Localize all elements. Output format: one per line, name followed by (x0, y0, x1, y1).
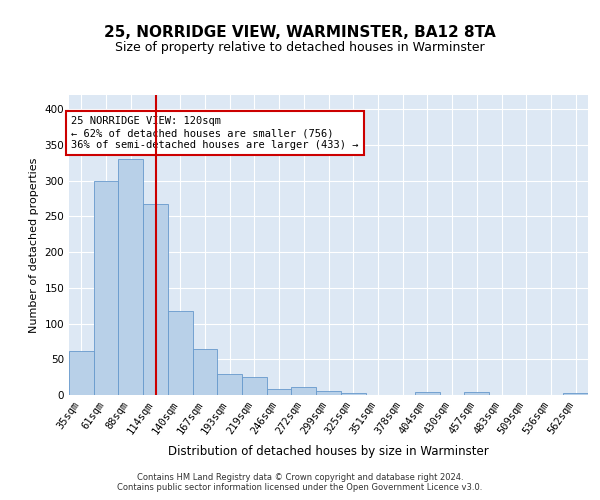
Bar (563, 393, 588, 395)
Bar (242, 377, 267, 395)
Bar (168, 310, 193, 395)
Bar (341, 393, 365, 395)
Bar (217, 374, 242, 395)
Text: 25 NORRIDGE VIEW: 120sqm
← 62% of detached houses are smaller (756)
36% of semi-: 25 NORRIDGE VIEW: 120sqm ← 62% of detach… (71, 116, 358, 150)
Bar (143, 204, 168, 395)
Bar (69, 350, 94, 395)
Bar (118, 160, 143, 395)
Text: Contains HM Land Registry data © Crown copyright and database right 2024.
Contai: Contains HM Land Registry data © Crown c… (118, 473, 482, 492)
X-axis label: Distribution of detached houses by size in Warminster: Distribution of detached houses by size … (168, 444, 489, 458)
Bar (193, 348, 217, 395)
Bar (94, 180, 118, 395)
Y-axis label: Number of detached properties: Number of detached properties (29, 158, 39, 332)
Bar (292, 387, 316, 395)
Text: Size of property relative to detached houses in Warminster: Size of property relative to detached ho… (115, 41, 485, 54)
Text: 25, NORRIDGE VIEW, WARMINSTER, BA12 8TA: 25, NORRIDGE VIEW, WARMINSTER, BA12 8TA (104, 25, 496, 40)
Bar (415, 392, 440, 395)
Bar (267, 390, 292, 395)
Bar (464, 392, 489, 395)
Bar (316, 392, 341, 395)
